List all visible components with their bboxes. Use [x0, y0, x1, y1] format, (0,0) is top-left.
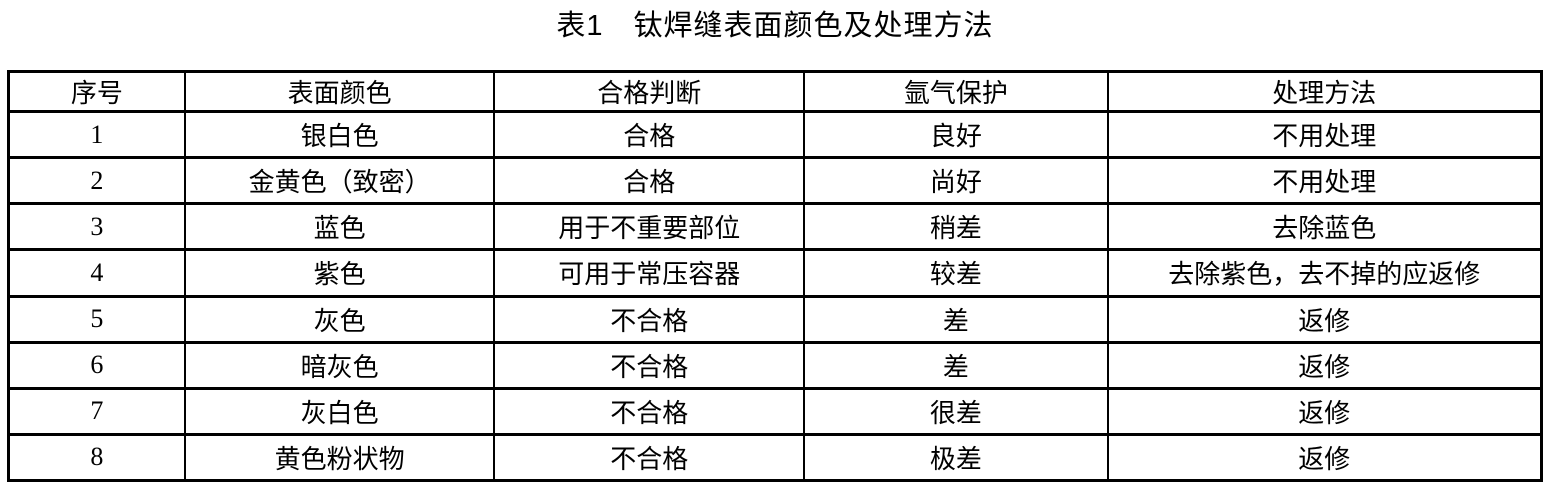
cell-serial: 5 [7, 294, 186, 344]
table-header-row: 序号 表面颜色 合格判断 氩气保护 处理方法 [7, 70, 1543, 113]
column-header-treatment: 处理方法 [1106, 70, 1543, 113]
cell-surface-color: 暗灰色 [183, 340, 496, 390]
cell-qualification: 不合格 [493, 340, 806, 390]
cell-surface-color: 银白色 [183, 109, 496, 160]
cell-treatment: 去除紫色，去不掉的应返修 [1106, 248, 1543, 298]
table-row: 5 灰色 不合格 差 返修 [7, 294, 1543, 344]
cell-argon-protection: 稍差 [803, 202, 1109, 252]
cell-surface-color: 灰白色 [183, 386, 496, 436]
cell-surface-color: 紫色 [183, 248, 496, 298]
cell-qualification: 用于不重要部位 [493, 202, 806, 252]
table-row: 8 黄色粉状物 不合格 极差 返修 [7, 432, 1543, 483]
cell-qualification: 不合格 [493, 386, 806, 436]
cell-serial: 7 [7, 386, 186, 436]
column-header-qualification: 合格判断 [493, 70, 806, 113]
column-header-surface-color: 表面颜色 [183, 70, 496, 113]
cell-qualification: 合格 [493, 109, 806, 160]
cell-argon-protection: 很差 [803, 386, 1109, 436]
cell-treatment: 返修 [1106, 294, 1543, 344]
cell-surface-color: 金黄色（致密） [183, 156, 496, 206]
cell-serial: 4 [7, 248, 186, 298]
cell-serial: 8 [7, 432, 186, 483]
table-row: 3 蓝色 用于不重要部位 稍差 去除蓝色 [7, 202, 1543, 252]
page-title: 表1 钛焊缝表面颜色及处理方法 [556, 10, 994, 42]
cell-argon-protection: 良好 [803, 109, 1109, 160]
table-row: 6 暗灰色 不合格 差 返修 [7, 340, 1543, 390]
column-header-argon-protection: 氩气保护 [803, 70, 1109, 113]
cell-surface-color: 蓝色 [183, 202, 496, 252]
cell-surface-color: 灰色 [183, 294, 496, 344]
table-row: 2 金黄色（致密） 合格 尚好 不用处理 [7, 156, 1543, 206]
cell-qualification: 不合格 [493, 432, 806, 483]
table-row: 1 银白色 合格 良好 不用处理 [7, 109, 1543, 160]
cell-treatment: 返修 [1106, 340, 1543, 390]
cell-argon-protection: 差 [803, 340, 1109, 390]
cell-argon-protection: 差 [803, 294, 1109, 344]
cell-treatment: 不用处理 [1106, 109, 1543, 160]
cell-treatment: 返修 [1106, 432, 1543, 483]
cell-treatment: 不用处理 [1106, 156, 1543, 206]
cell-argon-protection: 极差 [803, 432, 1109, 483]
cell-serial: 1 [7, 109, 186, 160]
column-header-serial: 序号 [7, 70, 186, 113]
cell-treatment: 返修 [1106, 386, 1543, 436]
cell-surface-color: 黄色粉状物 [183, 432, 496, 483]
cell-argon-protection: 尚好 [803, 156, 1109, 206]
cell-qualification: 可用于常压容器 [493, 248, 806, 298]
cell-serial: 2 [7, 156, 186, 206]
cell-qualification: 不合格 [493, 294, 806, 344]
table-row: 4 紫色 可用于常压容器 较差 去除紫色，去不掉的应返修 [7, 248, 1543, 298]
table-row: 7 灰白色 不合格 很差 返修 [7, 386, 1543, 436]
cell-serial: 6 [7, 340, 186, 390]
cell-treatment: 去除蓝色 [1106, 202, 1543, 252]
cell-qualification: 合格 [493, 156, 806, 206]
cell-serial: 3 [7, 202, 186, 252]
cell-argon-protection: 较差 [803, 248, 1109, 298]
weld-color-table: 序号 表面颜色 合格判断 氩气保护 处理方法 1 银白色 合格 良好 不用处理 … [7, 70, 1543, 483]
